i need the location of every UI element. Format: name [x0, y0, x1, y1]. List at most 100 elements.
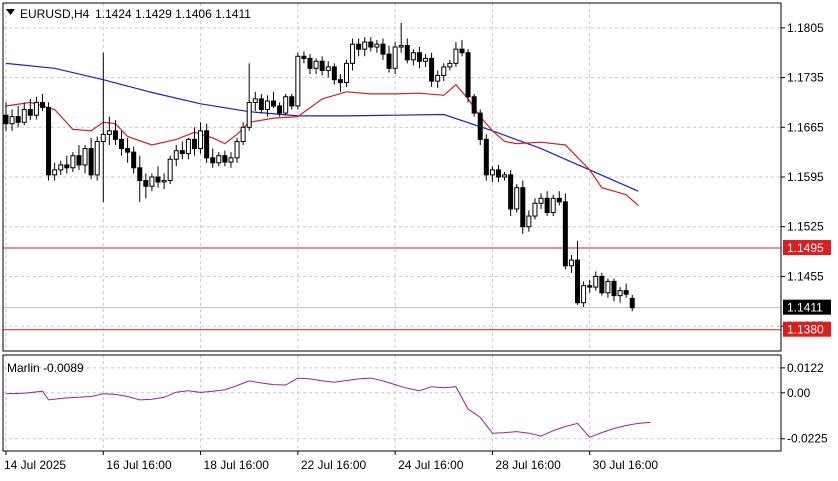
candle[interactable] — [131, 146, 137, 174]
candle[interactable] — [343, 59, 349, 87]
candle[interactable] — [453, 42, 459, 67]
candle[interactable] — [599, 272, 605, 296]
candle[interactable] — [252, 91, 258, 111]
candle[interactable] — [27, 98, 33, 121]
candle[interactable] — [483, 134, 489, 181]
candle[interactable] — [119, 130, 125, 156]
candle[interactable] — [100, 52, 106, 202]
candle[interactable] — [617, 287, 623, 303]
candle[interactable] — [611, 278, 617, 302]
candle[interactable] — [76, 145, 82, 170]
candle[interactable] — [58, 160, 64, 175]
candle[interactable] — [404, 38, 410, 64]
candle[interactable] — [39, 93, 45, 111]
candle[interactable] — [562, 193, 568, 270]
candle[interactable] — [234, 137, 240, 163]
candle[interactable] — [46, 102, 52, 181]
candle[interactable] — [495, 164, 501, 182]
candle[interactable] — [508, 169, 514, 217]
candle[interactable] — [526, 210, 532, 232]
candle[interactable] — [447, 59, 453, 71]
candle[interactable] — [21, 102, 27, 126]
candle[interactable] — [258, 93, 264, 114]
candle[interactable] — [581, 281, 587, 307]
candle[interactable] — [198, 122, 204, 154]
candle[interactable] — [173, 145, 179, 167]
candle[interactable] — [538, 193, 544, 209]
candle[interactable] — [264, 95, 270, 117]
candle[interactable] — [240, 122, 246, 146]
candle[interactable] — [362, 37, 368, 57]
candle[interactable] — [125, 137, 131, 163]
candle[interactable] — [246, 63, 252, 131]
candle[interactable] — [222, 150, 228, 167]
candle[interactable] — [423, 54, 429, 67]
candle[interactable] — [167, 155, 173, 185]
candle[interactable] — [465, 49, 471, 103]
candle[interactable] — [368, 37, 374, 52]
candle[interactable] — [331, 63, 337, 85]
candle[interactable] — [350, 38, 356, 71]
candle[interactable] — [52, 162, 58, 181]
candle[interactable] — [295, 52, 301, 110]
candle[interactable] — [15, 105, 21, 128]
candle[interactable] — [289, 93, 295, 110]
candle[interactable] — [210, 148, 216, 168]
candle[interactable] — [489, 166, 495, 182]
candle[interactable] — [550, 194, 556, 217]
candle[interactable] — [392, 42, 398, 75]
candle[interactable] — [441, 63, 447, 82]
candle[interactable] — [502, 172, 508, 181]
candle[interactable] — [380, 38, 386, 60]
candle[interactable] — [556, 191, 562, 206]
candle[interactable] — [33, 96, 39, 120]
candle[interactable] — [459, 39, 465, 57]
candle[interactable] — [471, 93, 477, 117]
candle[interactable] — [532, 198, 538, 220]
candle[interactable] — [429, 52, 435, 87]
candle[interactable] — [283, 93, 289, 116]
candle[interactable] — [514, 184, 520, 213]
candle[interactable] — [587, 279, 593, 293]
candle[interactable] — [593, 271, 599, 291]
candle[interactable] — [477, 109, 483, 146]
candle[interactable] — [70, 152, 76, 173]
candle[interactable] — [64, 155, 70, 174]
candle[interactable] — [204, 123, 210, 163]
candle[interactable] — [520, 180, 526, 234]
candle[interactable] — [88, 137, 94, 180]
candle[interactable] — [94, 136, 100, 181]
candle[interactable] — [9, 109, 15, 131]
candle[interactable] — [112, 120, 118, 146]
candle[interactable] — [185, 137, 191, 160]
candle[interactable] — [313, 58, 319, 75]
candle[interactable] — [337, 74, 343, 92]
candle[interactable] — [325, 61, 331, 78]
candle[interactable] — [410, 49, 416, 66]
candle[interactable] — [216, 152, 222, 167]
candle[interactable] — [544, 191, 550, 217]
candle[interactable] — [3, 102, 9, 131]
candle[interactable] — [106, 116, 112, 146]
candle[interactable] — [623, 283, 629, 298]
candle[interactable] — [179, 141, 185, 160]
candle[interactable] — [143, 173, 149, 199]
candle[interactable] — [149, 173, 155, 192]
candle[interactable] — [191, 127, 197, 156]
candle[interactable] — [568, 255, 574, 273]
candle[interactable] — [271, 91, 277, 109]
menu-triangle-icon[interactable] — [6, 9, 15, 15]
candle[interactable] — [228, 152, 234, 168]
candle[interactable] — [575, 240, 581, 305]
candle[interactable] — [137, 155, 143, 202]
candle[interactable] — [435, 70, 441, 89]
candle[interactable] — [301, 51, 307, 64]
candle[interactable] — [277, 102, 283, 117]
candle[interactable] — [155, 166, 161, 188]
candles[interactable] — [3, 22, 635, 312]
candle[interactable] — [161, 173, 167, 190]
candle[interactable] — [319, 56, 325, 76]
candle[interactable] — [398, 22, 404, 53]
candle[interactable] — [374, 39, 380, 53]
candle[interactable] — [386, 45, 392, 73]
